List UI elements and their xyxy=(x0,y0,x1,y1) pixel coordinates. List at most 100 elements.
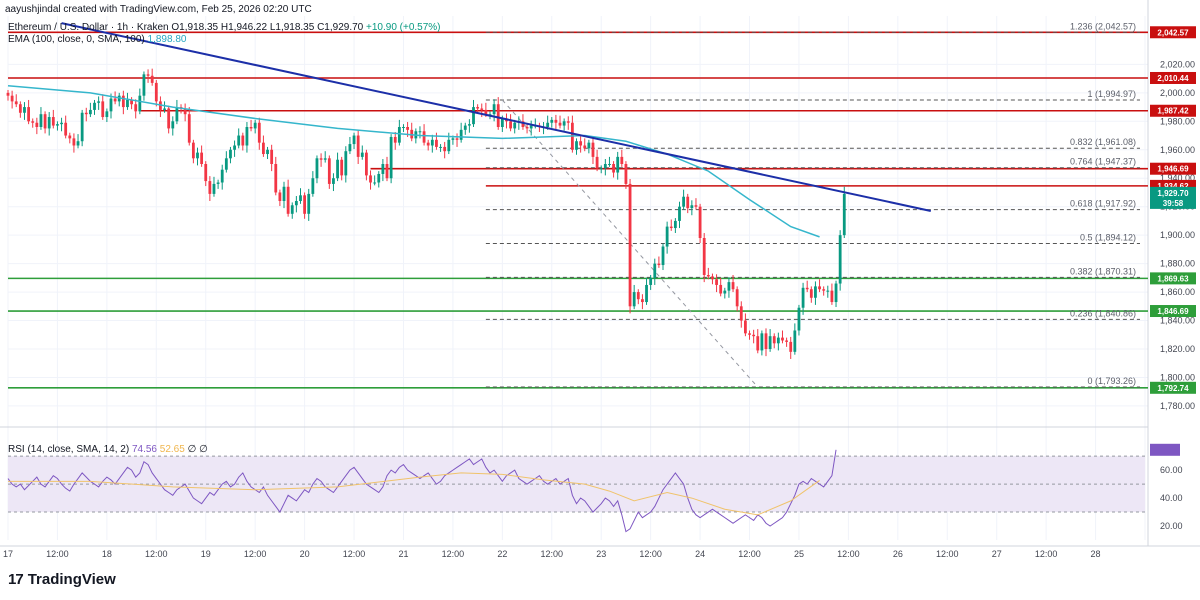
candle-body xyxy=(402,127,405,128)
candle-body xyxy=(348,144,352,152)
candle-body xyxy=(492,104,496,115)
candle-body xyxy=(628,183,632,307)
candle-body xyxy=(472,107,475,125)
rsi-ma-value: 52.65 xyxy=(159,444,185,455)
candle-body xyxy=(678,206,681,221)
price-tick-label: 2,000.00 xyxy=(1160,88,1195,98)
candle-body xyxy=(97,101,101,103)
candle-body xyxy=(200,152,204,164)
candle-body xyxy=(632,292,636,307)
candle-body xyxy=(731,282,735,290)
candle-body xyxy=(673,220,677,229)
candle-body xyxy=(406,127,409,130)
candle-body xyxy=(327,158,331,184)
axes: USD1,780.001,800.001,820.001,840.001,860… xyxy=(3,25,1195,559)
candle-body xyxy=(154,82,158,102)
price-tick-label: 1,900.00 xyxy=(1160,230,1195,240)
price-tick-label: 1,880.00 xyxy=(1160,259,1195,269)
candle-body xyxy=(60,122,63,125)
candle-body xyxy=(484,109,488,115)
candle-body xyxy=(352,135,356,145)
candle-body xyxy=(216,182,220,184)
rsi-value: 74.56 xyxy=(131,444,157,455)
candle-body xyxy=(365,152,368,176)
time-tick-label: 12:00 xyxy=(639,549,662,559)
candle-body xyxy=(323,158,327,160)
candle-body xyxy=(171,121,175,129)
candle-body xyxy=(93,102,96,110)
candle-body xyxy=(109,98,113,112)
candle-body xyxy=(196,152,199,159)
candle-body xyxy=(27,107,30,122)
candle-body xyxy=(513,122,517,129)
level-price-tag xyxy=(1150,381,1196,394)
candle-body xyxy=(142,74,146,96)
candle-body xyxy=(785,340,788,342)
price-change: +10.90 (+0.57%) xyxy=(366,22,441,33)
candle-body xyxy=(768,336,772,349)
candle-body xyxy=(6,92,10,96)
candle-body xyxy=(18,104,22,113)
time-tick-label: 12:00 xyxy=(541,549,564,559)
last-price-tag xyxy=(1150,186,1196,209)
candle-body xyxy=(805,287,809,290)
time-tick-label: 12:00 xyxy=(145,549,168,559)
candle-body xyxy=(290,205,294,214)
candle-body xyxy=(529,125,533,129)
candle-body xyxy=(706,275,710,277)
candle-body xyxy=(669,226,673,229)
candle-body xyxy=(430,139,434,146)
fib-level-label: 0.618 (1,917.92) xyxy=(1070,199,1136,209)
candle-body xyxy=(35,122,39,127)
tradingview-logo-text: TradingView xyxy=(27,571,116,588)
level-price-tag xyxy=(1150,26,1196,39)
candle-body xyxy=(14,101,18,105)
candle-body xyxy=(702,238,706,275)
level-price-label: 1,846.69 xyxy=(1157,307,1189,316)
time-tick-label: 12:00 xyxy=(738,549,761,559)
candle-body xyxy=(645,284,648,303)
candle-body xyxy=(340,159,344,176)
rsi-tick-label: 60.00 xyxy=(1160,465,1183,475)
candle-body xyxy=(270,149,274,164)
candle-body xyxy=(422,131,426,143)
time-tick-label: 20 xyxy=(300,549,310,559)
candle-body xyxy=(150,75,154,83)
candle-body xyxy=(426,142,430,146)
candle-body xyxy=(661,246,665,266)
candle-body xyxy=(315,158,319,179)
candle-body xyxy=(682,196,686,207)
candle-body xyxy=(603,164,607,169)
rsi-value-tag xyxy=(1150,443,1180,456)
candle-body xyxy=(789,341,793,352)
price-tick-label: 1,800.00 xyxy=(1160,372,1195,382)
rsi-legend: RSI (14, close, SMA, 14, 2) 74.56 52.65 … xyxy=(8,444,208,455)
candle-body xyxy=(187,114,191,143)
candle-body xyxy=(241,135,245,146)
candle-body xyxy=(595,156,599,169)
fib-level-label: 0.236 (1,840.86) xyxy=(1070,308,1136,318)
candle-body xyxy=(822,289,826,291)
candle-body xyxy=(636,292,640,300)
candle-body xyxy=(793,330,797,352)
symbol-name: Ethereum / U.S. Dollar · 1h · Kraken xyxy=(8,22,169,33)
candle-body xyxy=(274,164,278,193)
candle-body xyxy=(686,196,690,209)
price-tick-label: 2,020.00 xyxy=(1160,59,1195,69)
time-tick-label: 23 xyxy=(596,549,606,559)
candle-body xyxy=(212,183,216,194)
candle-body xyxy=(299,195,302,201)
candle-body xyxy=(43,114,47,129)
candle-body xyxy=(599,168,603,170)
tradingview-logo-icon: 17 xyxy=(8,571,24,588)
candle-body xyxy=(208,181,212,194)
candle-body xyxy=(657,263,661,266)
candle-body xyxy=(31,121,35,123)
tradingview-logo[interactable]: 17 TradingView xyxy=(8,571,116,588)
level-price-tag xyxy=(1150,71,1196,84)
ema-label: EMA (100, close, 0, SMA, 100) xyxy=(8,34,145,45)
candle-body xyxy=(113,98,117,102)
candle-body xyxy=(237,135,241,146)
candle-body xyxy=(389,136,393,179)
